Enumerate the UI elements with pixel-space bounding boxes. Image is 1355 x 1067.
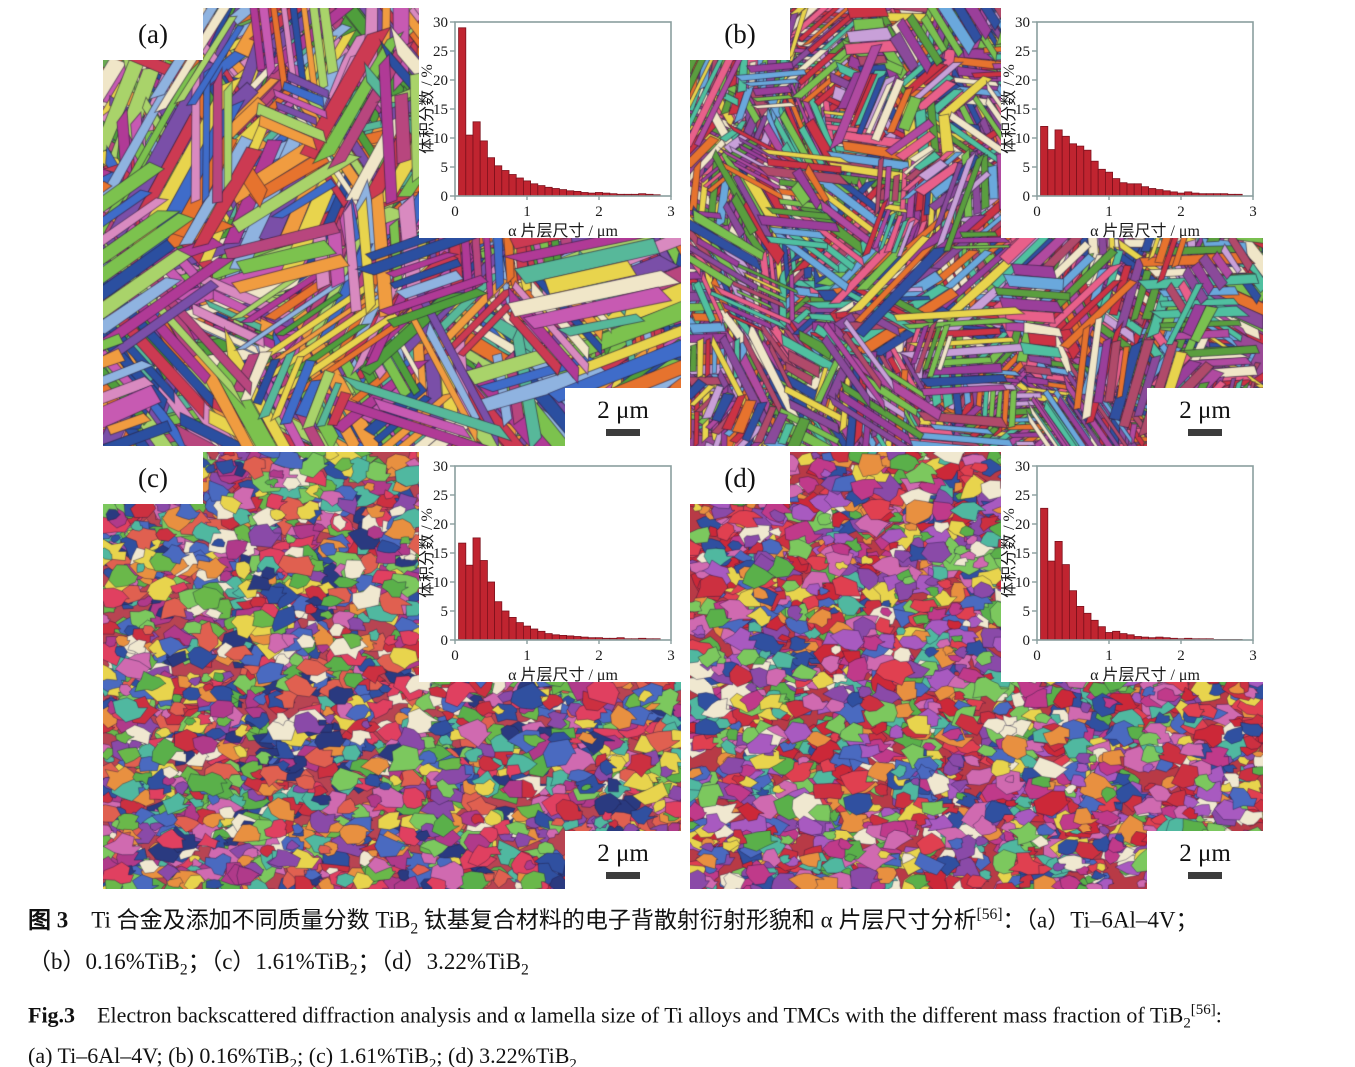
svg-text:5: 5 <box>441 160 449 176</box>
scale-chip-b: 2 μm <box>1147 388 1263 446</box>
svg-text:15: 15 <box>433 102 448 118</box>
panel-label-text-c: (c) <box>138 462 168 493</box>
histogram-inset-c: 0 5 10 15 20 25 30 0 1 2 3 α 片层尺寸 / μm 体积分数 / % <box>419 452 681 682</box>
svg-text:α 片层尺寸 / μm: α 片层尺寸 / μm <box>508 666 618 682</box>
svg-text:30: 30 <box>1015 459 1030 475</box>
histogram-chart-c: 0 5 10 15 20 25 30 0 1 2 3 α 片层尺寸 / μm 体积分数 / % <box>419 459 675 682</box>
svg-text:体积分数 / %: 体积分数 / % <box>419 508 436 598</box>
panel-a: (a) 0 5 10 15 20 25 30 0 1 2 3 α 片层尺寸 / μm 体积分数 / % … <box>103 8 681 446</box>
svg-text:20: 20 <box>433 517 448 533</box>
svg-text:25: 25 <box>433 44 448 60</box>
svg-text:30: 30 <box>433 15 448 31</box>
panel-label-a: (a) <box>103 8 203 60</box>
svg-text:3: 3 <box>667 648 675 664</box>
panel-label-b: (b) <box>690 8 790 60</box>
scale-label-c: 2 μm <box>597 840 649 867</box>
svg-text:2: 2 <box>1177 648 1185 664</box>
scale-chip-a: 2 μm <box>565 388 681 446</box>
svg-text:3: 3 <box>1249 648 1257 664</box>
panel-c: (c) 0 5 10 15 20 25 30 0 1 2 3 α 片层尺寸 / μm 体积分数 / % … <box>103 452 681 889</box>
svg-text:α 片层尺寸 / μm: α 片层尺寸 / μm <box>1090 222 1200 238</box>
svg-text:25: 25 <box>1015 488 1030 504</box>
svg-text:3: 3 <box>1249 204 1257 220</box>
histogram-chart-d: 0 5 10 15 20 25 30 0 1 2 3 α 片层尺寸 / μm 体积分数 / % <box>1001 459 1257 682</box>
svg-text:体积分数 / %: 体积分数 / % <box>1001 64 1018 154</box>
panel-d: (d) 0 5 10 15 20 25 30 0 1 2 3 α 片层尺寸 / μm 体积分数 / % … <box>690 452 1263 889</box>
svg-text:10: 10 <box>433 131 448 147</box>
histogram-chart-a: 0 5 10 15 20 25 30 0 1 2 3 α 片层尺寸 / μm 体积分数 / % <box>419 15 675 238</box>
svg-text:5: 5 <box>441 604 449 620</box>
scale-label-a: 2 μm <box>597 397 649 424</box>
histogram-chart-b: 0 5 10 15 20 25 30 0 1 2 3 α 片层尺寸 / μm 体积分数 / % <box>1001 15 1257 238</box>
svg-text:5: 5 <box>1023 604 1031 620</box>
caption-zh-line1: 图 3 Ti 合金及添加不同质量分数 TiB2 钛基复合材料的电子背散射衍射形貌… <box>28 906 1199 938</box>
svg-text:体积分数 / %: 体积分数 / % <box>1001 508 1018 598</box>
svg-text:0: 0 <box>1023 633 1031 649</box>
svg-text:1: 1 <box>1105 648 1113 664</box>
scale-chip-d: 2 μm <box>1147 831 1263 889</box>
svg-text:15: 15 <box>433 546 448 562</box>
panel-label-text-a: (a) <box>138 18 168 49</box>
scale-label-d: 2 μm <box>1179 840 1231 867</box>
caption-en-line2: (a) Ti–6Al–4V; (b) 0.16%TiB2; (c) 1.61%T… <box>28 1043 577 1067</box>
panel-label-text-d: (d) <box>724 462 756 493</box>
svg-text:0: 0 <box>451 648 459 664</box>
panel-label-d: (d) <box>690 452 790 504</box>
histogram-inset-a: 0 5 10 15 20 25 30 0 1 2 3 α 片层尺寸 / μm 体积分数 / % <box>419 8 681 238</box>
svg-text:20: 20 <box>1015 73 1030 89</box>
scale-bar-line-c <box>606 872 640 879</box>
svg-text:0: 0 <box>1033 204 1041 220</box>
svg-text:3: 3 <box>667 204 675 220</box>
svg-text:10: 10 <box>1015 575 1030 591</box>
scale-bar-line-d <box>1188 872 1222 879</box>
svg-text:1: 1 <box>523 204 531 220</box>
svg-text:30: 30 <box>433 459 448 475</box>
svg-text:25: 25 <box>1015 44 1030 60</box>
panel-label-text-b: (b) <box>724 18 756 49</box>
svg-text:0: 0 <box>1023 189 1031 205</box>
panel-label-c: (c) <box>103 452 203 504</box>
svg-text:α 片层尺寸 / μm: α 片层尺寸 / μm <box>1090 666 1200 682</box>
svg-text:0: 0 <box>1033 648 1041 664</box>
svg-text:2: 2 <box>1177 204 1185 220</box>
histogram-inset-d: 0 5 10 15 20 25 30 0 1 2 3 α 片层尺寸 / μm 体积分数 / % <box>1001 452 1263 682</box>
scale-bar-line-b <box>1188 429 1222 436</box>
svg-text:5: 5 <box>1023 160 1031 176</box>
histogram-inset-b: 0 5 10 15 20 25 30 0 1 2 3 α 片层尺寸 / μm 体积分数 / % <box>1001 8 1263 238</box>
scale-chip-c: 2 μm <box>565 831 681 889</box>
svg-text:2: 2 <box>595 648 603 664</box>
caption-en-line1: Fig.3 Electron backscattered diffraction… <box>28 1002 1222 1032</box>
svg-text:1: 1 <box>523 648 531 664</box>
svg-text:15: 15 <box>1015 102 1030 118</box>
svg-text:30: 30 <box>1015 15 1030 31</box>
svg-text:10: 10 <box>1015 131 1030 147</box>
svg-text:0: 0 <box>451 204 459 220</box>
svg-text:20: 20 <box>1015 517 1030 533</box>
panel-b: (b) 0 5 10 15 20 25 30 0 1 2 3 α 片层尺寸 / μm 体积分数 / % … <box>690 8 1263 446</box>
svg-text:20: 20 <box>433 73 448 89</box>
svg-text:α 片层尺寸 / μm: α 片层尺寸 / μm <box>508 222 618 238</box>
scale-label-b: 2 μm <box>1179 397 1231 424</box>
svg-text:0: 0 <box>441 633 449 649</box>
svg-text:体积分数 / %: 体积分数 / % <box>419 64 436 154</box>
svg-text:10: 10 <box>433 575 448 591</box>
svg-text:1: 1 <box>1105 204 1113 220</box>
svg-text:15: 15 <box>1015 546 1030 562</box>
svg-text:0: 0 <box>441 189 449 205</box>
caption-zh-line2: （b）0.16%TiB2；（c）1.61%TiB2；（d）3.22%TiB2 <box>28 949 529 979</box>
scale-bar-line-a <box>606 429 640 436</box>
svg-text:2: 2 <box>595 204 603 220</box>
svg-text:25: 25 <box>433 488 448 504</box>
